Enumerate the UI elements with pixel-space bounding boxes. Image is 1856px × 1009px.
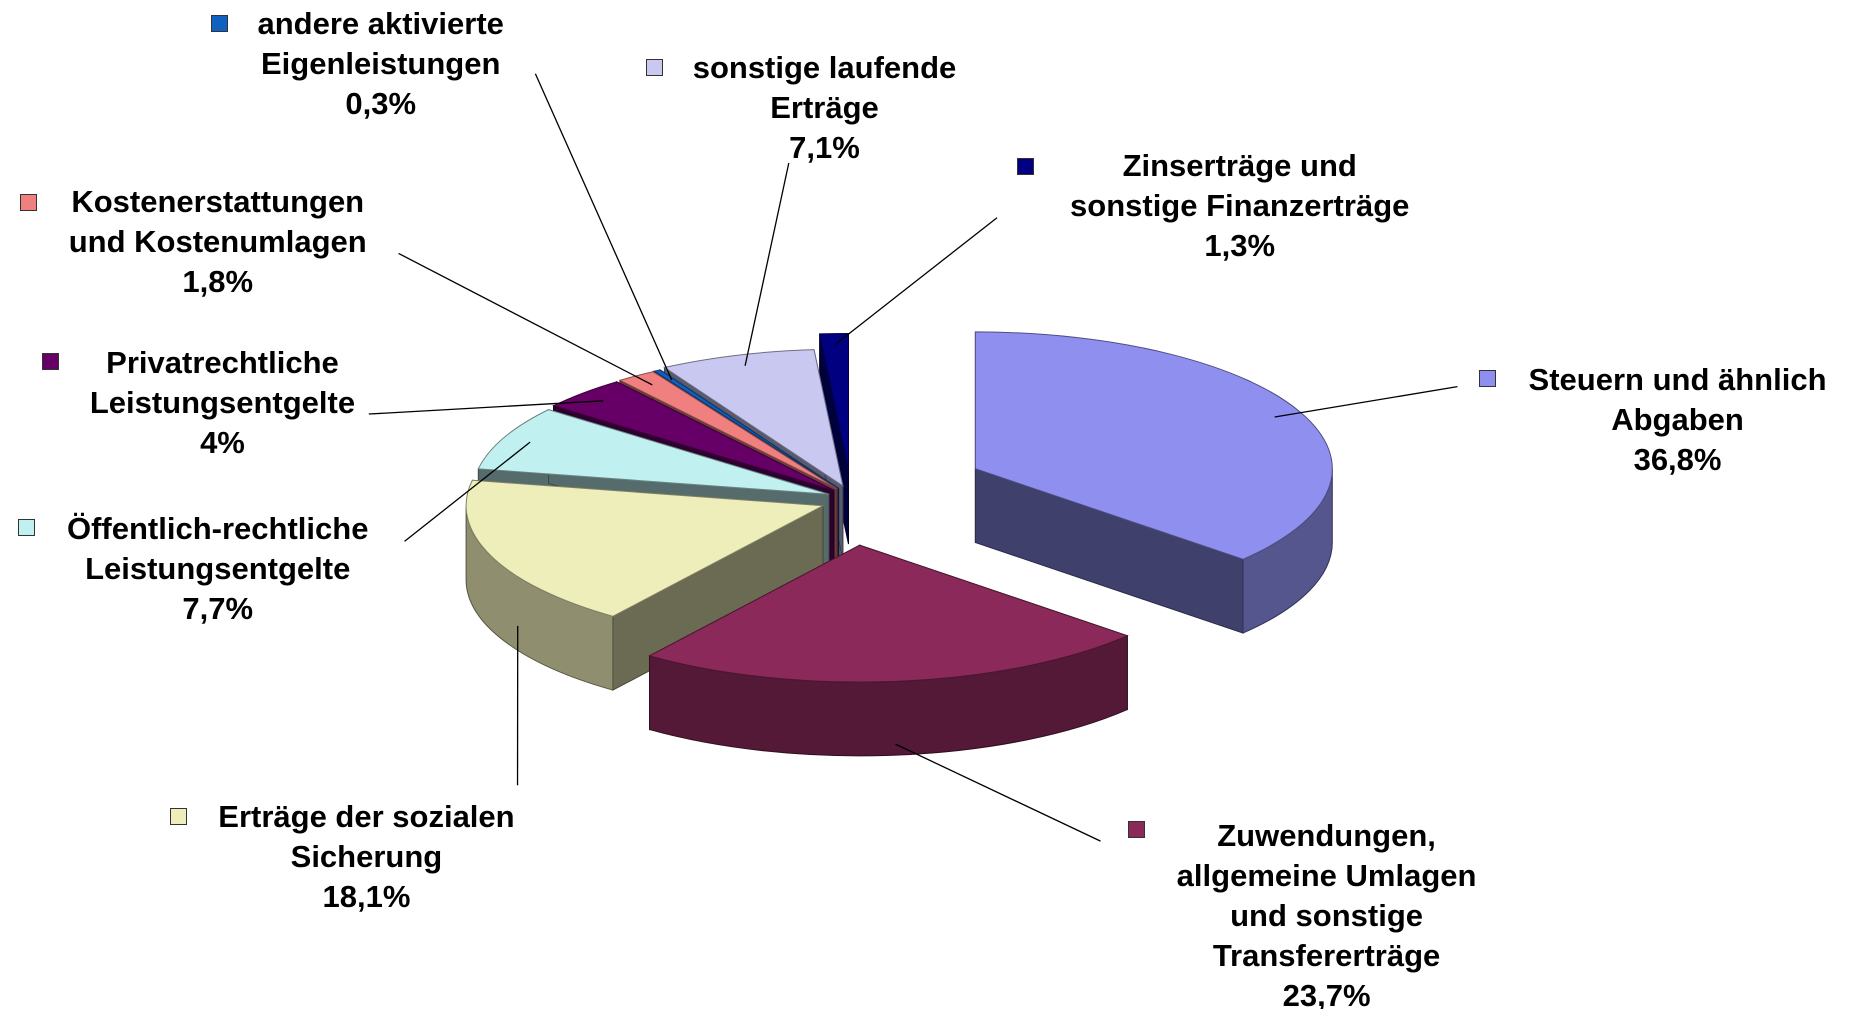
category-label: Zuwendungen, allgemeine Umlagen und sons…: [1176, 818, 1477, 974]
category-label: sonstige laufende Erträge: [692, 49, 957, 125]
category-label: Zinserträge und sonstige Finanzerträge: [1070, 148, 1410, 224]
legend-marker: [20, 193, 38, 211]
value-label: 18,1%: [322, 879, 411, 915]
leader-line: [744, 162, 790, 366]
value-label: 0,3%: [345, 85, 417, 121]
data-label: Privatrechtliche Leistungsentgelte 4%: [0, 343, 462, 463]
pie-slice: [974, 331, 1333, 634]
category-label: Erträge der sozialen Sicherung: [218, 799, 515, 875]
value-label: 36,8%: [1633, 442, 1722, 478]
value-label: 7,1%: [789, 129, 860, 165]
value-label: 7,7%: [182, 591, 254, 627]
category-label: Privatrechtliche Leistungsentgelte: [89, 344, 356, 420]
data-label: Öffentlich-rechtliche Leistungsentgelte 7…: [0, 509, 458, 629]
value-label: 23,7%: [1282, 978, 1371, 1009]
slice: [465, 479, 825, 617]
data-label: Erträge der sozialen Sicherung 18,1%: [126, 797, 606, 917]
legend-marker: [1127, 820, 1145, 838]
data-label: Zinserträge und sonstige Finanzerträge 1,…: [1000, 146, 1480, 266]
data-label: Kostenerstattungen und Kostenumlagen 1,8%: [0, 182, 458, 302]
leader-line: [534, 73, 673, 381]
legend-marker: [41, 353, 59, 371]
data-label: sonstige laufende Erträge 7,1%: [584, 48, 1064, 168]
legend-marker: [210, 15, 228, 33]
category-label: Kostenerstattungen und Kostenumlagen: [68, 184, 367, 260]
legend-marker: [170, 807, 188, 825]
leader-line: [404, 441, 531, 542]
value-label: 1,8%: [182, 264, 254, 300]
slice: [552, 381, 835, 491]
data-label: Zuwendungen, allgemeine Umlagen und sons…: [1087, 816, 1567, 1009]
legend-marker: [17, 518, 35, 536]
data-label: andere aktivierte Eigenleistungen 0,3%: [141, 4, 621, 124]
pie-slice: [648, 544, 1129, 757]
leader-line: [368, 400, 604, 415]
leader-line: [398, 252, 653, 386]
category-label: Öffentlich-rechtliche Leistungsentgelte: [67, 511, 369, 587]
legend-marker: [1017, 158, 1035, 176]
category-label: andere aktivierte Eigenleistungen: [257, 5, 504, 81]
legend-marker: [1478, 370, 1496, 387]
data-label: Steuern und ähnlich Abgaben 36,8%: [1438, 360, 1856, 480]
leader-line: [1274, 386, 1458, 418]
leader-line: [895, 743, 1101, 842]
legend-marker: [646, 59, 664, 77]
category-label: Steuern und ähnlich Abgaben: [1528, 362, 1827, 438]
slice: [653, 369, 839, 489]
pie-slice: [465, 479, 825, 691]
value-label: 4%: [200, 424, 245, 460]
value-label: 1,3%: [1204, 228, 1276, 264]
slice: [663, 349, 844, 488]
slice: [477, 409, 830, 495]
slice: [648, 544, 1129, 683]
leader-line: [834, 217, 998, 346]
